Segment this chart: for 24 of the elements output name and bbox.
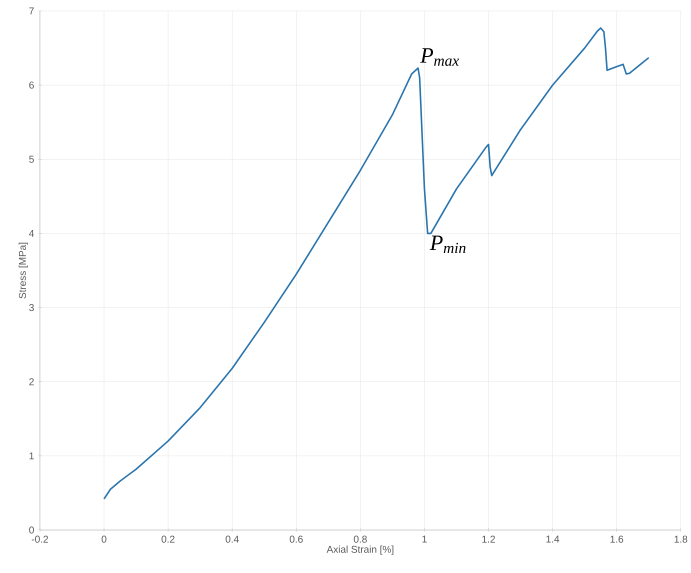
x-axis-title: Axial Strain [%] [326, 546, 394, 555]
line-series [103, 27, 650, 500]
x-tick-label: 1 [422, 536, 427, 543]
x-tick-label: 1.6 [610, 536, 624, 543]
y-tick-label: 4 [29, 230, 34, 237]
y-tick-label: 1 [30, 452, 34, 460]
x-tick-label: 0.4 [226, 536, 239, 543]
y-tick-label: 3 [29, 304, 34, 312]
y-tick-label: 2 [29, 378, 34, 386]
x-tick-label: 1.8 [674, 536, 688, 543]
x-tick-label: 0 [102, 536, 106, 543]
x-tick-label: 0.6 [290, 536, 303, 543]
x-tick-label: 0.8 [354, 536, 367, 543]
y-tick-label: 7 [29, 8, 34, 14]
y-tick-label: 0 [29, 526, 34, 534]
y-axis-title: Stress [MPa] [18, 242, 28, 299]
x-tick-label: -0.2 [32, 536, 48, 543]
x-tick-label: 0.2 [162, 536, 175, 543]
y-tick-label: 5 [29, 156, 34, 163]
x-tick-label: 1.2 [482, 536, 495, 543]
y-tick-label: 6 [29, 82, 34, 89]
annotation: P$_{min}$ [430, 236, 466, 254]
annotation: P$_{max}$ [420, 48, 459, 66]
x-tick-label: 1.4 [546, 536, 560, 543]
